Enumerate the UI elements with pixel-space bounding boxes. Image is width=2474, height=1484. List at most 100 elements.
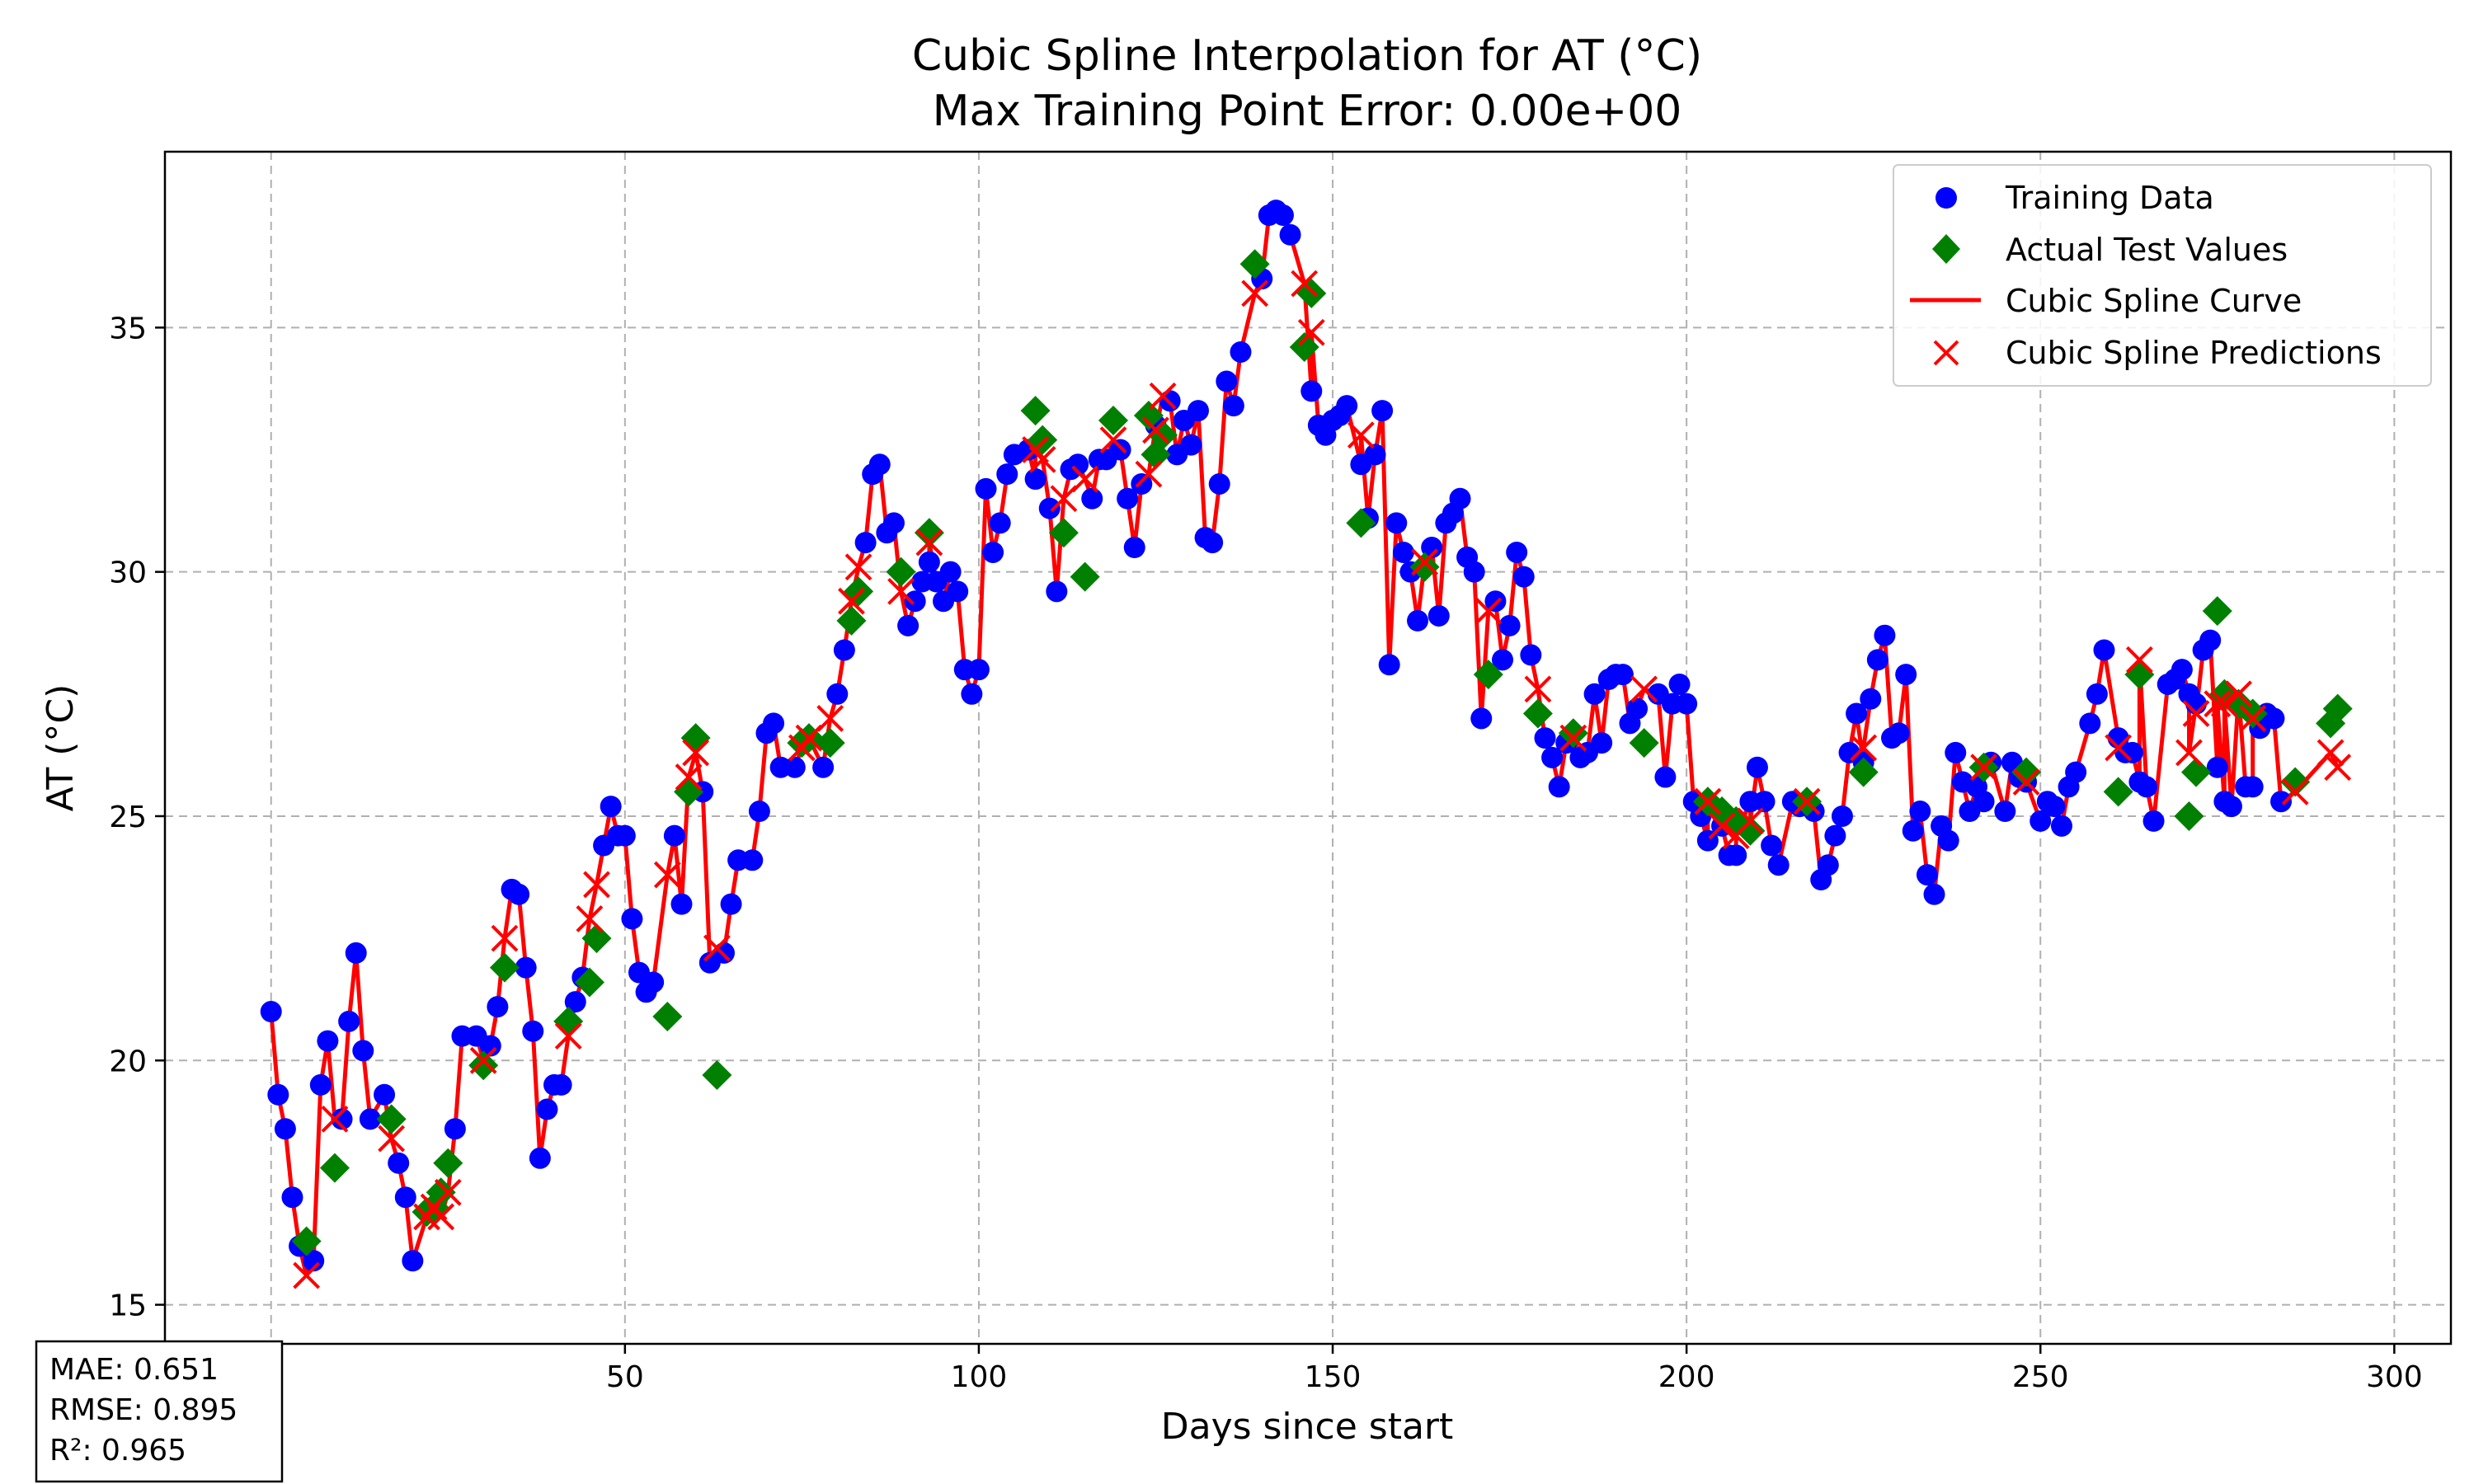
training-point [2065,761,2087,783]
training-point [663,824,685,847]
prediction-point [1970,754,1998,782]
prediction-point [1099,426,1127,454]
training-point [882,512,905,534]
y-tick-label: 30 [109,556,147,590]
x-tick-label: 300 [2366,1360,2423,1394]
training-point [1676,693,1698,715]
plot-frame [163,150,2453,1345]
test-point [1133,401,1164,431]
training-point [388,1152,410,1174]
training-point [2241,776,2264,798]
training-point [741,849,764,871]
training-point [2135,776,2157,798]
x-tick-label: 200 [1658,1360,1715,1394]
prediction-point [1793,787,1821,815]
prediction-point [1630,675,1658,703]
test-point [1020,396,1051,426]
training-point [1534,727,1556,749]
training-point [1654,766,1677,788]
training-point [1187,400,1209,422]
training-point [720,893,742,915]
legend-test-marker [1932,234,1960,264]
training-point [402,1250,424,1272]
training-point [1583,683,1606,705]
training-point [2079,712,2101,735]
training-point [642,971,665,993]
training-point [2050,815,2072,837]
training-point [1937,829,1959,852]
training-point [1202,532,1224,554]
training-point [1392,541,1414,563]
training-point [1230,340,1252,363]
prediction-point [554,1022,582,1050]
training-point [918,551,940,573]
test-point [1558,718,1588,749]
training-point [1117,487,1139,510]
prediction-point [1694,787,1722,815]
test-point [2202,596,2232,627]
training-point [1506,541,1528,563]
test-point [815,728,845,758]
training-point [1888,722,1910,744]
training-point [1541,746,1564,768]
training-point [975,477,997,500]
training-point [1123,537,1145,559]
prediction-point [915,528,943,556]
legend-training-marker [1935,187,1957,209]
training-point [812,756,835,778]
training-point [2220,796,2242,818]
training-point [600,796,622,818]
training-point [1746,756,1768,778]
training-point [564,991,586,1013]
training-point [352,1040,374,1062]
training-point [1923,883,1945,905]
test-point [1098,405,1128,435]
prediction-point [1297,318,1325,346]
training-point [1831,805,1853,827]
training-point [2030,810,2052,832]
training-point [2270,791,2293,813]
training-point [1024,468,1047,491]
prediction-point [1524,675,1552,703]
test-point [652,1001,683,1031]
training-point [868,453,891,476]
training-point [783,756,806,778]
prediction-point [2324,754,2352,782]
training-point [359,1108,381,1130]
training-point [1081,487,1103,510]
test-point [1473,660,1503,690]
test-point [1735,815,1766,846]
training-point [939,561,962,583]
training-point [1046,580,1068,603]
test-point [1048,518,1079,548]
training-point [529,1147,551,1169]
training-point [2142,810,2165,832]
prediction-point [427,1203,455,1231]
training-point [1866,649,1888,671]
test-point [2181,757,2212,787]
test-point [1629,728,1659,758]
y-tick-label: 15 [109,1289,147,1323]
training-point [274,1118,296,1140]
test-point [1848,757,1879,787]
legend-box [1893,164,2432,387]
prediction-point [1291,270,1319,298]
test-point [1522,698,1553,729]
y-tick-label: 25 [109,801,147,834]
prediction-point [2225,680,2252,708]
training-point [2093,639,2115,661]
training-point [1761,834,1783,857]
training-point [515,956,537,979]
training-point [1216,370,1238,392]
training-point [1725,844,1747,866]
prediction-point [491,924,519,952]
prediction-point [2281,777,2309,805]
predictions-series [293,270,2352,1289]
training-point [982,541,1004,563]
training-point [267,1083,289,1106]
training-point [826,683,849,705]
training-point [1860,688,1882,710]
chart-title: Cubic Spline Interpolation for AT (°C) [912,31,1702,81]
training-point [1300,380,1323,402]
